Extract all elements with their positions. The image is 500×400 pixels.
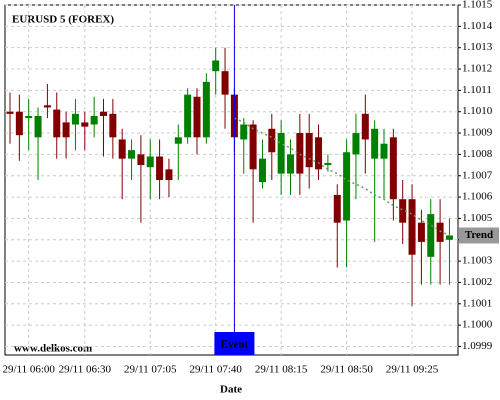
candle-body	[81, 122, 89, 127]
candle-body	[361, 113, 369, 140]
candle-body	[389, 137, 397, 200]
candle-body	[118, 139, 126, 159]
chart-title: EURUSD 5 (FOREX)	[12, 14, 114, 26]
y-tick-label: 1.1009	[462, 127, 493, 139]
candle-body	[184, 94, 192, 138]
y-tick-label: 1.1015	[462, 0, 493, 11]
candle-body	[34, 115, 42, 138]
candle-body	[417, 222, 425, 242]
candle-body	[221, 71, 229, 95]
candle-body	[277, 133, 285, 174]
candle-body	[436, 222, 444, 242]
y-tick-label: 1.1002	[462, 276, 492, 288]
candle-body	[324, 162, 332, 166]
candle-body	[62, 122, 70, 138]
candle-body	[380, 143, 388, 159]
candle-body	[15, 111, 23, 136]
candle-body	[90, 115, 98, 125]
candle-body	[193, 96, 201, 138]
candle-body	[156, 156, 164, 180]
candle-body	[258, 158, 266, 183]
y-tick-label: 1.1001	[462, 297, 492, 309]
y-tick-label: 1.1007	[462, 169, 493, 181]
x-axis-title: Date	[220, 384, 242, 396]
candle-body	[315, 137, 323, 170]
y-tick-label: 1.1013	[462, 41, 493, 53]
y-tick-label: 1.1011	[462, 84, 492, 96]
y-tick-label: 1.1003	[462, 255, 493, 267]
candle-body	[305, 133, 313, 168]
y-tick-label: 1.1012	[462, 63, 492, 75]
candle-body	[202, 81, 210, 138]
y-tick-label: 1.0999	[462, 340, 493, 352]
trend-label-box	[459, 227, 499, 244]
x-tick-label: 29/11 08:15	[255, 364, 308, 376]
candle-body	[352, 133, 360, 155]
candle-body	[53, 109, 61, 138]
y-tick-label: 1.1014	[462, 20, 493, 32]
event-label: Event	[221, 339, 249, 351]
x-tick-label: 29/11 08:50	[320, 364, 373, 376]
candle-body	[445, 235, 453, 240]
candle-body	[371, 128, 379, 159]
candle-body	[165, 169, 173, 180]
candle-body	[343, 152, 351, 221]
watermark: www.delkos.com	[14, 343, 92, 355]
candle-body	[137, 154, 145, 166]
candle-body	[333, 194, 341, 223]
x-tick-label: 29/11 07:40	[189, 364, 242, 376]
candle-body	[71, 113, 79, 125]
x-tick-label: 29/11 06:30	[59, 364, 112, 376]
trend-line	[234, 117, 450, 237]
x-tick-label: 29/11 06:00	[2, 364, 55, 376]
y-tick-label: 1.1008	[462, 148, 493, 160]
candle-body	[25, 115, 33, 119]
candle-body	[128, 150, 136, 159]
candle-body	[240, 124, 248, 140]
candle-body	[427, 214, 435, 257]
candle-body	[249, 124, 257, 170]
candle-body	[146, 156, 154, 168]
x-tick-label: 29/11 07:05	[124, 364, 177, 376]
y-tick-label: 1.1000	[462, 319, 493, 331]
candle-body	[296, 133, 304, 174]
y-tick-label: 1.1005	[462, 212, 493, 224]
candle-body	[174, 137, 182, 144]
candle-body	[100, 111, 107, 116]
candle-body	[212, 60, 220, 72]
candle-body	[43, 105, 51, 108]
candle-body	[268, 128, 276, 153]
candle-body	[287, 154, 294, 174]
candle-body	[6, 111, 14, 114]
x-tick-label: 29/11 09:25	[386, 364, 439, 376]
y-tick-label: 1.1006	[462, 191, 493, 203]
candle-body	[408, 199, 416, 255]
candle-body	[109, 113, 117, 138]
trend-label: Trend	[465, 229, 493, 241]
y-tick-label: 1.1010	[462, 105, 493, 117]
candle-body	[399, 199, 407, 223]
event-box	[214, 332, 255, 355]
